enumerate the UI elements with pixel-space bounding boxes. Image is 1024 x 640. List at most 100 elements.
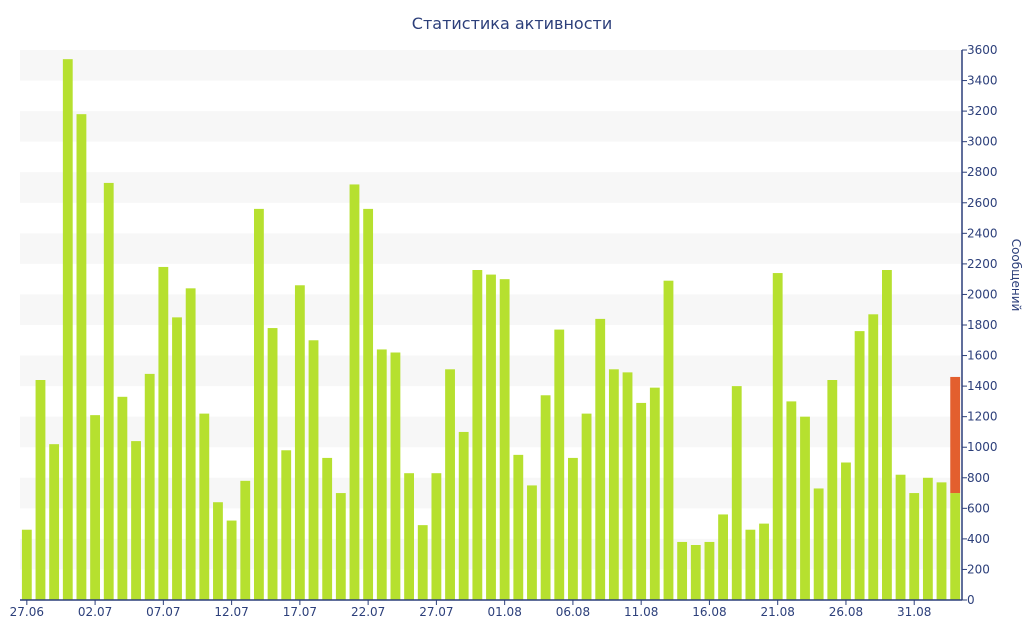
bar [144, 373, 155, 600]
x-tick-label: 16.08 [692, 605, 726, 619]
bar [841, 462, 851, 600]
bar [868, 314, 879, 600]
bar [854, 331, 865, 600]
bar [349, 184, 360, 600]
y-tick-label: 2200 [967, 257, 998, 271]
bar [158, 266, 169, 600]
bar [21, 529, 32, 600]
x-tick-label: 06.08 [556, 605, 590, 619]
bar [267, 328, 278, 600]
bar [513, 454, 524, 600]
bar [827, 380, 838, 600]
bar [581, 413, 592, 600]
grid-band [20, 50, 962, 81]
x-tick-label: 07.07 [146, 605, 180, 619]
y-tick-label: 200 [967, 562, 990, 576]
bar [35, 380, 46, 600]
bar [922, 477, 933, 600]
bar [213, 502, 223, 600]
bar [472, 270, 483, 600]
bar [731, 386, 742, 600]
x-tick-label: 01.08 [487, 605, 521, 619]
grid-band [20, 233, 962, 264]
bar [76, 114, 87, 601]
bar [62, 59, 73, 600]
y-tick-label: 2600 [967, 196, 998, 210]
bar [663, 280, 674, 600]
x-tick-label: 17.07 [283, 605, 317, 619]
y-tick-label: 3200 [967, 104, 998, 118]
y-tick-label: 3400 [967, 74, 998, 88]
y-tick-label: 600 [967, 501, 990, 515]
bar [881, 270, 892, 600]
bar [253, 208, 264, 600]
bar [49, 444, 60, 600]
x-tick-label: 27.06 [10, 605, 44, 619]
y-axis-title: Сообщений [1009, 239, 1023, 312]
bar [909, 493, 920, 600]
bar [117, 396, 128, 600]
bar [527, 485, 537, 600]
bar [567, 457, 578, 600]
y-tick-label: 400 [967, 532, 990, 546]
bar [704, 541, 715, 600]
y-tick-label: 1800 [967, 318, 998, 332]
chart-title: Статистика активности [411, 14, 613, 33]
y-tick-label: 3600 [967, 43, 998, 57]
bar [185, 288, 196, 600]
x-tick-label: 21.08 [761, 605, 795, 619]
bar [458, 431, 469, 600]
bar [759, 523, 769, 600]
bar [281, 450, 292, 600]
bar [950, 493, 961, 600]
x-tick-label: 26.08 [829, 605, 863, 619]
bar [417, 525, 428, 600]
bar [540, 395, 551, 600]
y-tick-label: 800 [967, 471, 990, 485]
bar [745, 529, 756, 600]
bar [322, 457, 333, 600]
bar [649, 387, 660, 600]
bar-current-day [950, 376, 961, 494]
bar [363, 208, 374, 600]
bar [390, 352, 401, 600]
bar [622, 372, 633, 600]
bar [813, 488, 824, 600]
bar [226, 520, 237, 600]
bar [772, 273, 783, 600]
x-tick-label: 11.08 [624, 605, 658, 619]
bar [677, 541, 688, 600]
bar [103, 182, 114, 600]
y-tick-label: 1200 [967, 410, 998, 424]
bar [595, 318, 606, 600]
x-tick-label: 12.07 [214, 605, 248, 619]
bar [608, 369, 619, 600]
y-tick-label: 1600 [967, 349, 998, 363]
bar [376, 349, 387, 600]
bar [90, 415, 101, 600]
bar [308, 340, 319, 600]
bar [786, 401, 797, 600]
bar [718, 514, 729, 600]
y-tick-label: 2000 [967, 287, 998, 301]
y-tick-label: 1000 [967, 440, 998, 454]
y-tick-label: 2400 [967, 226, 998, 240]
bar [131, 441, 141, 600]
bar [431, 473, 442, 600]
x-tick-label: 27.07 [419, 605, 453, 619]
bar [800, 416, 810, 600]
bar [554, 329, 565, 600]
x-tick-label: 31.08 [897, 605, 931, 619]
bar [499, 279, 510, 600]
y-tick-label: 3000 [967, 135, 998, 149]
bar [172, 317, 182, 600]
grid-band [20, 111, 962, 142]
bar [636, 402, 647, 600]
bar [936, 482, 947, 600]
bar [294, 285, 305, 600]
bar [335, 493, 346, 600]
bar [404, 473, 415, 600]
y-tick-label: 2800 [967, 165, 998, 179]
bar [199, 413, 210, 600]
